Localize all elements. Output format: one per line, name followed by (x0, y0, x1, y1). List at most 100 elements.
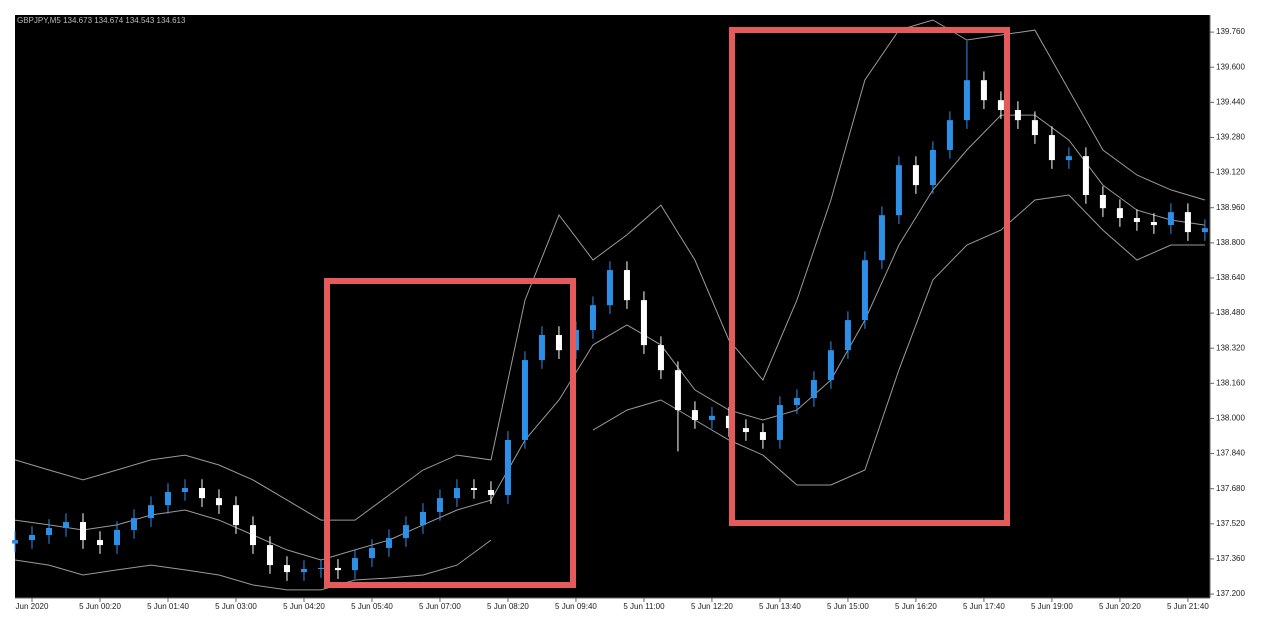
x-tick-label: 5 Jun 11:00 (623, 602, 665, 611)
x-tick-label: 5 Jun 00:20 (79, 602, 121, 611)
candle-body (402, 525, 409, 539)
candle-body (1116, 208, 1123, 219)
candle-body (674, 370, 681, 411)
x-tick-label: 5 Jun 20:20 (1099, 602, 1141, 611)
candle-body (793, 398, 800, 406)
candle-body (1184, 212, 1191, 233)
candle-body (334, 567, 341, 571)
x-tick-label: 5 Jun 07:00 (419, 602, 461, 611)
candle-body (436, 498, 443, 512)
candle-body (385, 538, 392, 548)
y-tick-label: 139.120 (1216, 168, 1245, 177)
candle-body (215, 498, 222, 506)
candle-body (725, 415, 732, 429)
candle-body (997, 100, 1004, 111)
candle-body (861, 260, 868, 321)
candle-body (12, 540, 18, 544)
x-tick-label: 5 Jun 17:40 (963, 602, 1005, 611)
candle-body (232, 505, 239, 526)
candle-body (368, 547, 375, 559)
x-tick-label: 5 Jun 15:00 (827, 602, 869, 611)
candle-body (96, 540, 103, 546)
candle-body (1065, 156, 1072, 161)
candle-body (1150, 221, 1157, 226)
candle-body (198, 488, 205, 499)
y-tick-label: 137.520 (1216, 519, 1245, 528)
candle-body (708, 415, 715, 420)
candle-body (45, 527, 52, 536)
y-tick-label: 138.960 (1216, 203, 1245, 212)
candle-body (266, 545, 273, 566)
candle-body (844, 320, 851, 351)
x-tick-label: 5 Jun 16:20 (895, 602, 937, 611)
candle-body (249, 525, 256, 546)
candle-body (28, 535, 35, 541)
candle-body (504, 439, 511, 496)
y-tick-label: 139.600 (1216, 62, 1245, 71)
candle-body (79, 522, 86, 541)
y-tick-label: 138.480 (1216, 308, 1245, 317)
candle-body (878, 215, 885, 261)
candle-body (164, 491, 171, 506)
chart-title: GBPJPY,M5 134.673 134.674 134.543 134.61… (17, 16, 186, 25)
candle-body (521, 360, 528, 440)
candle-body (487, 490, 494, 496)
candle-body (1014, 110, 1021, 121)
candle-body (691, 410, 698, 420)
candle-body (980, 80, 987, 101)
candle-body (62, 522, 69, 528)
candle-body (317, 567, 324, 570)
candle-body (555, 335, 562, 351)
candle-body (1099, 194, 1106, 209)
candle-body (929, 149, 936, 186)
candle-body (113, 529, 120, 546)
x-tick-label: 5 Jun 09:40 (555, 602, 597, 611)
x-tick-label: 5 Jun 12:20 (691, 602, 733, 611)
candle-body (1133, 218, 1140, 222)
candle-body (640, 300, 647, 346)
plot-area (15, 15, 1210, 598)
candle-body (946, 120, 953, 150)
candle-body (742, 428, 749, 433)
x-tick-label: 5 Jun 13:40 (759, 602, 801, 611)
candle-body (810, 380, 817, 399)
y-tick-label: 138.640 (1216, 273, 1245, 282)
candle-body (1048, 135, 1055, 161)
y-tick-label: 138.000 (1216, 414, 1245, 423)
candle-body (1082, 156, 1089, 195)
y-tick-label: 138.800 (1216, 238, 1245, 247)
candle-body (759, 432, 766, 440)
candle-body (589, 305, 596, 330)
y-tick-label: 137.840 (1216, 449, 1245, 458)
candle-body (912, 165, 919, 186)
candle-body (181, 488, 188, 492)
candle-body (623, 270, 630, 301)
highlight-box (324, 278, 576, 588)
x-tick-label: 5 Jun 01:40 (147, 602, 189, 611)
candle-body (963, 80, 970, 121)
x-tick-label: 5 Jun 08:20 (487, 602, 529, 611)
candle-body (606, 270, 613, 306)
candle-body (419, 511, 426, 526)
candle-body (1201, 228, 1208, 233)
x-tick-label: 5 Jun 04:20 (283, 602, 325, 611)
candle-body (1031, 120, 1038, 136)
y-tick-label: 137.360 (1216, 554, 1245, 563)
candle-body (1167, 212, 1174, 226)
candle-body (453, 488, 460, 499)
candle-body (657, 345, 664, 371)
y-tick-label: 139.760 (1216, 27, 1245, 36)
x-tick-label: 5 Jun 05:40 (351, 602, 393, 611)
candle-body (827, 350, 834, 381)
x-tick-label: 5 Jun 03:00 (215, 602, 257, 611)
y-tick-label: 138.320 (1216, 343, 1245, 352)
x-tick-label: Jun 2020 (16, 602, 49, 611)
candle-body (776, 405, 783, 440)
y-tick-label: 139.280 (1216, 133, 1245, 142)
y-tick-label: 138.160 (1216, 378, 1245, 387)
y-tick-label: 137.200 (1216, 589, 1245, 598)
candle-body (470, 488, 477, 491)
candle-body (351, 558, 358, 571)
candle-body (283, 565, 290, 573)
